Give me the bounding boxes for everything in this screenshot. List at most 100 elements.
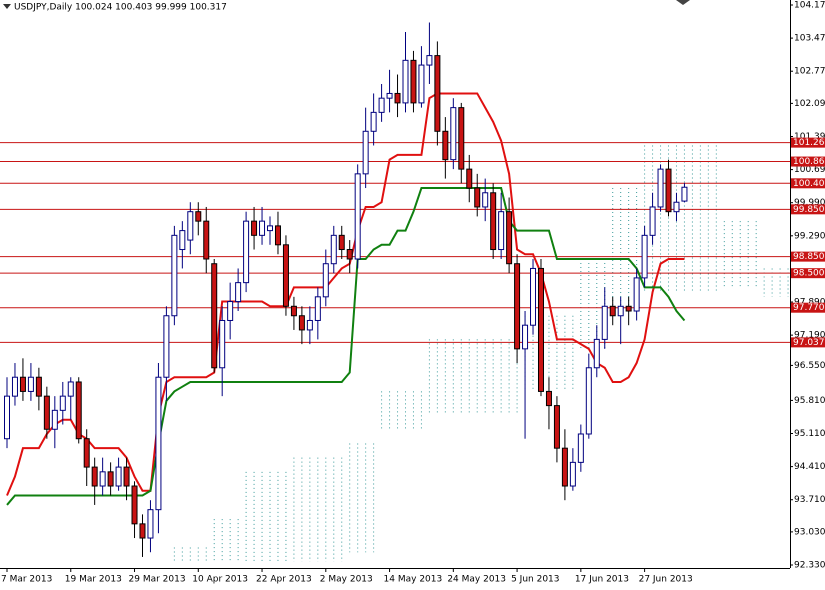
candle-body xyxy=(187,211,194,241)
candle-body xyxy=(155,376,162,511)
candle-body xyxy=(593,338,600,369)
level-label: 99.850 xyxy=(793,205,825,215)
candle-body xyxy=(4,395,10,440)
y-tick-label: 97.890 xyxy=(794,298,825,308)
candle-body xyxy=(43,395,50,430)
candle-body xyxy=(282,244,289,307)
candle-body xyxy=(314,296,321,321)
candle-body xyxy=(59,395,66,411)
candle-body xyxy=(609,305,616,317)
candle-body xyxy=(625,305,632,312)
candle-body xyxy=(123,466,130,487)
candle-body xyxy=(506,211,513,265)
candle-body xyxy=(402,59,409,104)
x-tick-label: 5 Jun 2013 xyxy=(511,575,559,585)
candle-body xyxy=(482,192,489,208)
candle-body xyxy=(99,471,106,487)
candle-body xyxy=(179,230,186,251)
x-tick-label: 19 Mar 2013 xyxy=(65,575,122,585)
y-tick-label: 99.290 xyxy=(794,231,825,241)
candle-body xyxy=(330,234,337,265)
level-label: 100.400 xyxy=(793,179,825,189)
candle-body xyxy=(251,220,258,236)
level-label-box xyxy=(791,268,825,279)
level-label: 98.500 xyxy=(793,269,825,279)
candle-body xyxy=(617,305,624,317)
candle-body xyxy=(75,381,82,440)
y-tick-label: 101.390 xyxy=(794,132,825,142)
candle-body xyxy=(346,249,353,260)
level-label-box xyxy=(791,137,825,148)
candle-body xyxy=(362,130,369,175)
candle-body xyxy=(490,192,497,251)
y-tick-label: 95.810 xyxy=(794,396,825,406)
candle-body xyxy=(171,234,178,317)
candle-body xyxy=(139,523,146,539)
x-tick-label: 29 Mar 2013 xyxy=(129,575,186,585)
chart-title: USDJPY,Daily 100.024 100.403 99.999 100.… xyxy=(14,3,227,13)
candle-body xyxy=(274,225,281,246)
candle-body xyxy=(211,263,218,369)
candle-body xyxy=(410,59,417,104)
candle-body xyxy=(51,409,58,430)
candle-body xyxy=(243,220,250,284)
candle-body xyxy=(665,168,672,213)
x-tick-label: 27 Jun 2013 xyxy=(639,575,693,585)
candle-body xyxy=(163,315,170,378)
candle-body xyxy=(290,305,297,317)
level-label-box xyxy=(791,251,825,262)
candle-body xyxy=(11,376,18,397)
candle-body xyxy=(537,267,544,392)
header-icon xyxy=(3,4,11,9)
candle-body xyxy=(19,376,26,392)
candle-body xyxy=(91,466,98,487)
candle-body xyxy=(306,319,313,331)
candle-body xyxy=(267,225,274,232)
x-tick-label: 2 May 2013 xyxy=(320,575,373,585)
candle-body xyxy=(442,130,449,161)
candle-body xyxy=(35,376,42,397)
candle-body xyxy=(545,390,552,407)
y-tick-label: 97.190 xyxy=(794,331,825,341)
candle-body xyxy=(195,211,202,222)
candle-body xyxy=(450,107,457,161)
candle-body xyxy=(681,186,688,202)
level-label-box xyxy=(791,337,825,348)
candle-body xyxy=(466,168,473,189)
candle-body xyxy=(585,367,592,435)
candle-body xyxy=(561,447,568,487)
candle-body xyxy=(641,234,648,279)
candle-body xyxy=(601,305,608,340)
y-tick-label: 102.770 xyxy=(794,67,825,77)
level-label-box xyxy=(791,178,825,189)
candle-body xyxy=(426,55,433,66)
candle-body xyxy=(67,381,74,397)
x-tick-label: 14 May 2013 xyxy=(384,575,443,585)
candle-body xyxy=(354,173,361,260)
y-tick-label: 99.990 xyxy=(794,198,825,208)
candle-body xyxy=(115,466,122,487)
candle-body xyxy=(394,92,401,104)
candle-body xyxy=(107,471,114,487)
candle-body xyxy=(219,319,226,369)
candle-body xyxy=(370,111,377,132)
candle-body xyxy=(235,282,242,303)
candle-body xyxy=(673,201,680,213)
indicator-line xyxy=(6,92,685,496)
x-tick-label: 7 Mar 2013 xyxy=(1,575,52,585)
candle-body xyxy=(203,220,210,260)
y-tick-label: 104.170 xyxy=(794,1,825,11)
candle-body xyxy=(514,263,521,350)
candle-body xyxy=(386,92,393,99)
candle-body xyxy=(657,168,664,208)
candle-body xyxy=(259,220,266,236)
candle-body xyxy=(522,324,529,350)
plot-area xyxy=(0,22,790,562)
level-label-box xyxy=(791,204,825,215)
y-tick-label: 102.090 xyxy=(794,99,825,109)
candle-body xyxy=(553,405,560,449)
candle-body xyxy=(649,206,656,236)
level-label: 98.850 xyxy=(793,252,825,262)
y-tick-label: 94.410 xyxy=(794,462,825,472)
